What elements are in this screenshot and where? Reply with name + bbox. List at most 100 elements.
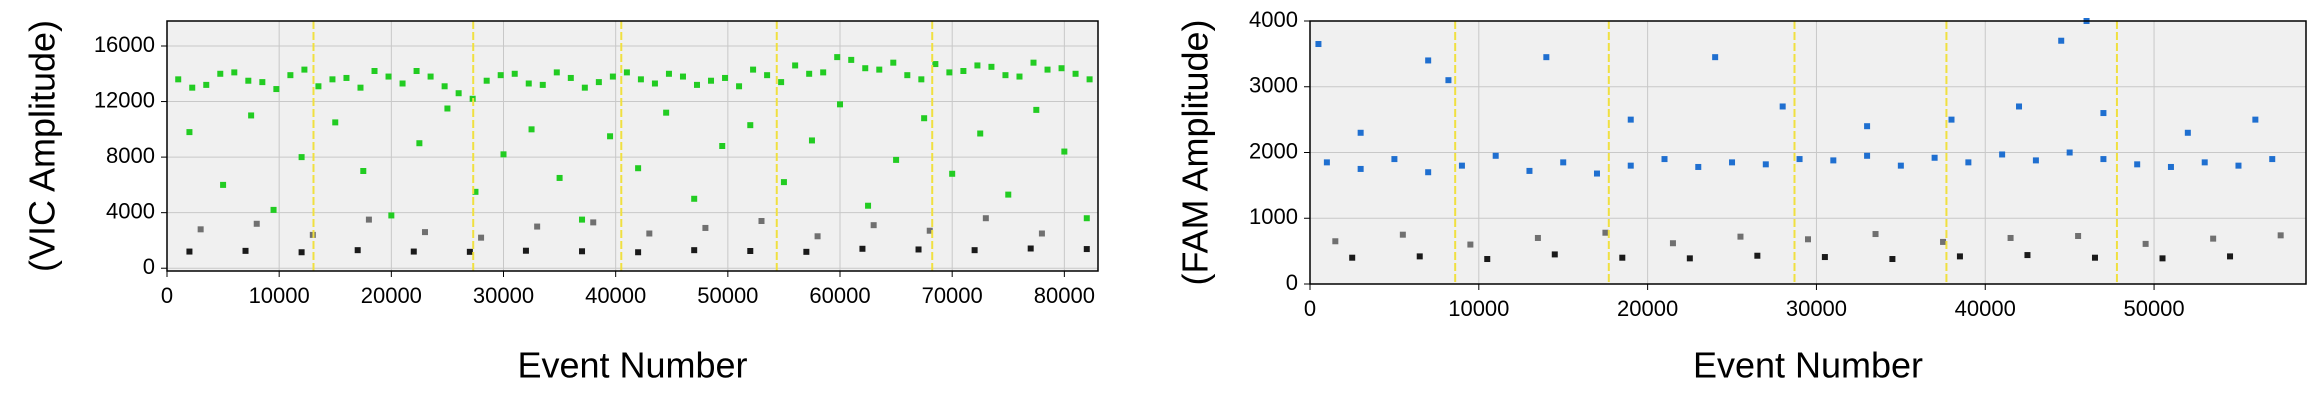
y-tick-label: 12000 [94,87,155,112]
point [413,68,420,74]
point [1897,162,1904,169]
point [528,126,535,133]
y-tick-label: 2000 [1249,138,1298,163]
point [806,70,813,77]
x-tick-label: 0 [1304,296,1316,321]
point [455,90,462,97]
point [1058,65,1065,72]
x-tick-label: 20000 [1617,296,1678,321]
point [1737,233,1744,240]
point [478,234,485,241]
y-tick-label: 0 [1286,270,1298,295]
point [1872,231,1879,238]
point [651,80,658,87]
point [385,73,392,80]
point [719,143,726,149]
point [248,112,255,119]
point [848,56,855,63]
point [2066,149,2073,156]
x-tick-label: 50000 [697,283,758,308]
point [1686,255,1693,262]
point [1072,70,1079,77]
point [1796,156,1803,163]
point [1425,57,1432,64]
point [1399,231,1406,238]
point [301,66,308,73]
y-tick-label: 8000 [106,143,155,168]
point [1016,73,1023,80]
point [1030,59,1037,66]
point [175,76,182,83]
point [982,215,989,222]
x-tick-label: 70000 [922,283,983,308]
point [2235,162,2242,169]
point [273,86,280,93]
point [722,74,729,81]
x-axis-title: Event Number [1693,345,1923,386]
point [1864,152,1871,159]
point [635,249,642,256]
point [691,195,698,202]
point [1357,129,1364,136]
point [1779,103,1786,110]
point [357,84,364,91]
point [750,66,757,73]
point [1492,152,1499,159]
point [329,76,336,83]
point [1864,123,1871,130]
point [921,115,928,122]
point [1315,41,1322,48]
y-tick-label: 1000 [1249,204,1298,229]
point [1005,191,1012,198]
point [444,105,451,112]
point [497,72,504,79]
point [427,73,434,80]
point [298,154,305,161]
point [2016,103,2023,110]
point [1830,157,1837,164]
point [946,69,953,76]
point [1560,159,1567,166]
point [607,133,614,140]
point [971,247,978,254]
point [1027,245,1034,252]
point [1602,229,1609,236]
plot-frame [166,20,1099,272]
point [2159,255,2166,262]
point [2134,161,2141,168]
point [691,247,698,254]
point [1391,156,1398,163]
point [1661,156,1668,163]
point [2252,116,2259,123]
point [466,248,473,255]
point [764,72,771,79]
point [1940,238,1947,245]
point [665,70,672,77]
point [1712,54,1719,61]
point [197,226,204,233]
point [876,66,883,73]
point [1619,254,1626,261]
x-tick-label: 20000 [361,283,422,308]
point [2091,254,2098,261]
point [483,77,490,84]
point [365,216,372,223]
point [663,109,670,116]
point [360,168,367,174]
x-tick-label: 80000 [1034,283,1095,308]
point [186,129,193,136]
point [1086,76,1093,83]
point [820,69,827,76]
point [1754,252,1761,259]
point [203,81,210,88]
point [595,79,602,86]
point [1543,54,1550,61]
point [1044,66,1051,73]
point [1416,253,1423,260]
point [2024,252,2031,259]
y-tick-label: 4000 [106,198,155,223]
point [623,69,630,76]
point [1999,151,2006,158]
x-tick-label: 40000 [585,283,646,308]
point [693,81,700,88]
